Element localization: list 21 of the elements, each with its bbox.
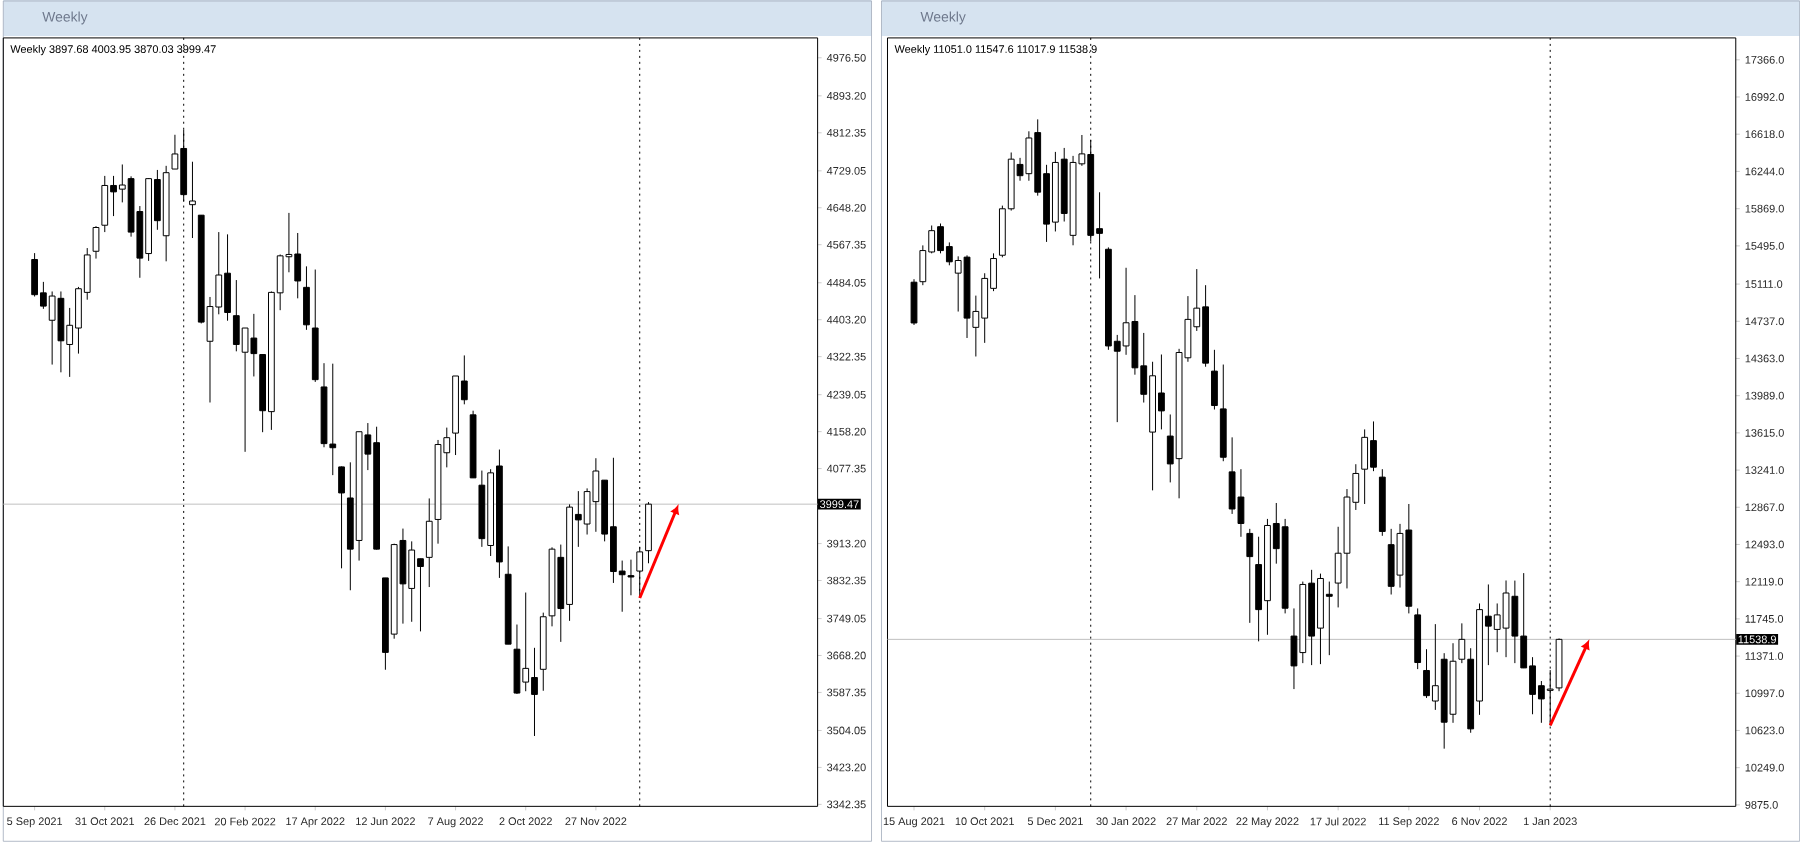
candlestick xyxy=(513,623,521,695)
candlestick xyxy=(1237,468,1245,538)
candlestick xyxy=(910,278,918,326)
candlestick xyxy=(57,290,65,373)
candlestick xyxy=(92,225,100,259)
candlestick xyxy=(338,465,345,569)
candlestick xyxy=(627,559,635,596)
candlestick xyxy=(1361,428,1369,505)
candlestick xyxy=(1414,607,1422,670)
candlestick xyxy=(1246,528,1254,624)
candlestick xyxy=(303,265,310,331)
candlestick xyxy=(250,313,258,377)
candlestick xyxy=(425,497,433,588)
candlestick xyxy=(1211,349,1218,410)
candlestick xyxy=(48,290,56,365)
candlestick xyxy=(592,457,600,533)
candlestick xyxy=(101,175,109,233)
candlestick xyxy=(1325,580,1333,656)
candlestick xyxy=(1502,579,1510,658)
candlestick xyxy=(189,161,196,239)
candlestick xyxy=(645,501,652,564)
